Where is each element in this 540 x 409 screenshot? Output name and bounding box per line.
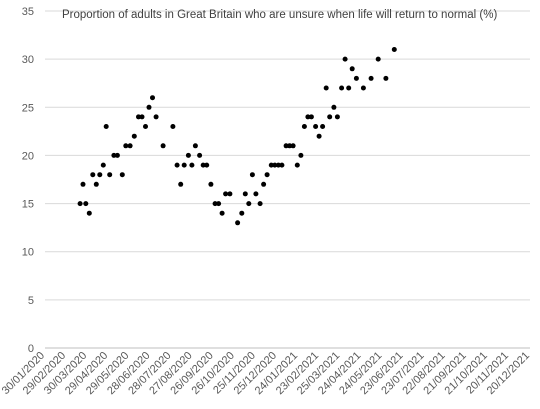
data-point [323,85,329,91]
data-point [223,191,229,197]
data-point [290,143,296,149]
data-point [216,201,222,207]
data-point [283,143,289,149]
data-point [239,210,245,216]
data-point [143,124,148,129]
data-point [114,152,120,158]
data-point [346,85,352,91]
data-point [136,114,141,120]
data-point [160,143,166,149]
data-point [391,47,397,52]
data-point [301,124,307,129]
data-point [185,152,191,158]
data-point [146,104,152,110]
data-point [246,201,252,207]
data-point [219,210,225,216]
data-point [103,124,109,129]
data-point [170,124,176,129]
data-point [208,181,214,187]
data-point [383,75,389,81]
data-point [257,201,263,207]
data-point [100,162,106,168]
data-point [316,133,322,139]
data-point [90,172,96,178]
data-point [253,191,259,197]
y-tick-label: 25 [22,102,34,114]
data-point [353,75,359,81]
data-point [264,172,270,178]
data-point [275,162,281,168]
data-point [242,191,248,197]
data-point [339,85,345,91]
y-axis-ticks: 0 5 10 15 20 25 30 35 [22,6,34,355]
gridlines [45,10,530,301]
data-point [153,114,159,120]
data-point [268,162,274,168]
x-axis-ticks: 30/01/202029/02/202030/03/202029/04/2020… [0,350,532,397]
data-point [375,56,381,62]
data-point [127,143,133,149]
data-point [331,104,337,110]
data-point [178,181,184,187]
data-point [77,201,83,207]
data-point [86,210,92,216]
data-point [334,114,340,120]
y-tick-label: 0 [28,343,34,355]
y-tick-label: 5 [28,295,34,307]
data-point [131,133,137,139]
data-points [77,47,397,226]
data-point [279,162,285,168]
data-point [305,114,311,120]
data-point [368,75,374,81]
data-point [80,181,86,187]
data-point [181,162,187,168]
data-point [189,162,195,168]
data-point [150,95,155,101]
data-point [227,191,233,197]
data-point [204,162,210,168]
y-tick-label: 10 [22,247,34,259]
data-point [313,124,319,129]
data-point [93,181,99,187]
data-point [139,114,145,120]
data-point [249,172,255,178]
data-point [174,162,180,168]
data-point [192,143,198,149]
data-point [212,201,218,207]
y-tick-label: 15 [22,199,34,211]
y-tick-label: 35 [22,6,34,18]
data-point [349,66,355,72]
data-point [342,56,348,62]
data-point [119,172,125,178]
data-point [200,162,206,168]
data-point [123,143,129,149]
data-point [261,181,267,187]
data-point [97,172,103,178]
data-point [111,152,117,158]
data-point [197,152,203,158]
chart-title: Proportion of adults in Great Britain wh… [62,9,497,21]
data-point [107,172,113,178]
data-point [308,114,314,120]
data-point [298,152,304,158]
data-point [287,143,293,149]
data-point [320,124,326,129]
data-point [83,201,89,207]
data-point [272,162,278,168]
y-tick-label: 30 [22,54,34,66]
data-point [294,162,300,168]
data-point [360,85,366,91]
y-tick-label: 20 [22,150,34,162]
data-point [327,114,333,120]
data-point [235,220,241,226]
